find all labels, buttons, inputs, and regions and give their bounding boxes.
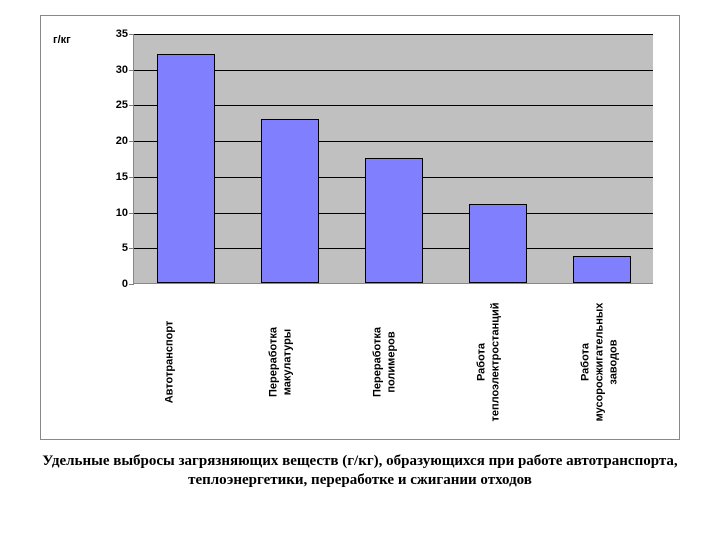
y-tick — [129, 141, 134, 142]
y-tick-label: 20 — [100, 135, 128, 147]
chart-caption: Удельные выбросы загрязняющих веществ (г… — [40, 452, 680, 490]
y-tick — [129, 213, 134, 214]
y-tick — [129, 284, 134, 285]
bar — [261, 119, 318, 283]
bar — [573, 256, 630, 283]
y-tick-label: 10 — [100, 207, 128, 219]
y-tick-label: 0 — [100, 278, 128, 290]
x-tick-label: Работа мусоросжигательных заводов — [579, 289, 623, 434]
plot-area: 05101520253035 — [133, 34, 653, 284]
y-tick-label: 25 — [100, 99, 128, 111]
y-tick — [129, 177, 134, 178]
bar — [469, 204, 526, 283]
y-tick-label: 5 — [100, 242, 128, 254]
y-tick-label: 35 — [100, 28, 128, 40]
x-tick-label: Автотранспорт — [163, 289, 207, 434]
y-tick-label: 15 — [100, 171, 128, 183]
y-tick — [129, 248, 134, 249]
bar — [365, 158, 422, 283]
y-tick-label: 30 — [100, 64, 128, 76]
y-tick — [129, 70, 134, 71]
bar — [157, 54, 214, 283]
y-tick — [129, 105, 134, 106]
chart-frame: г/кг 05101520253035 АвтотранспортПерераб… — [40, 15, 680, 440]
x-tick-label: Переработка полимеров — [371, 289, 415, 434]
y-axis-unit: г/кг — [53, 34, 71, 46]
gridline — [134, 34, 653, 35]
x-tick-label: Переработка макулатуры — [267, 289, 311, 434]
x-tick-label: Работа теплоэлектростанций — [475, 289, 519, 434]
y-tick — [129, 34, 134, 35]
